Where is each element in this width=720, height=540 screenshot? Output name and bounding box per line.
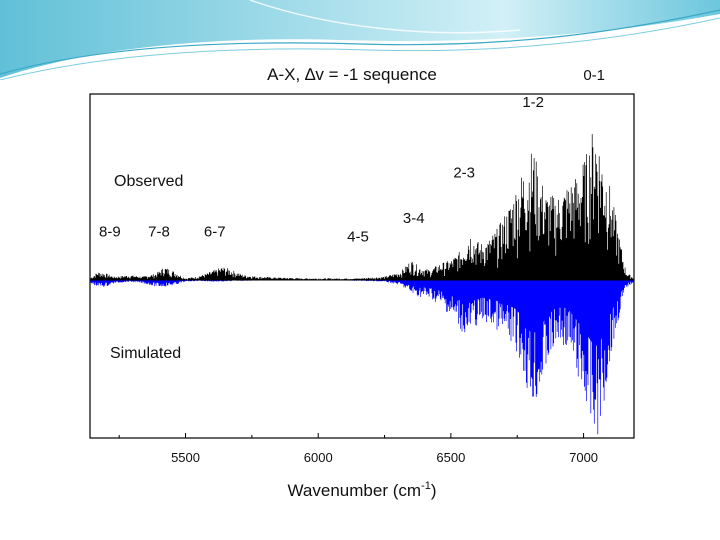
observed-label: Observed xyxy=(114,173,183,190)
x-tick-label-7000: 7000 xyxy=(569,450,598,465)
x-axis-label-tail: ) xyxy=(431,481,437,500)
x-axis-label-main: Wavenumber (cm xyxy=(288,481,422,500)
simulated-label: Simulated xyxy=(110,345,181,362)
band-annotations: 8-9 7-8 6-7 4-5 3-4 2-3 1-2 0-1 xyxy=(99,67,605,245)
x-tick-label-6000: 6000 xyxy=(304,450,333,465)
chart-title: A-X, ∆v = -1 sequence xyxy=(267,65,437,84)
band-label-1-2: 1-2 xyxy=(522,94,544,111)
x-axis: 5500 6000 6500 7000 xyxy=(118,433,598,465)
band-label-3-4: 3-4 xyxy=(403,210,425,227)
band-label-7-8: 7-8 xyxy=(148,223,170,240)
slide-header-decoration xyxy=(0,0,720,80)
band-label-6-7: 6-7 xyxy=(204,223,226,240)
band-label-0-1: 0-1 xyxy=(583,67,605,84)
series-simulated-fill xyxy=(90,280,634,347)
x-tick-label-5500: 5500 xyxy=(171,450,200,465)
x-tick-label-6500: 6500 xyxy=(436,450,465,465)
x-axis-label: Wavenumber (cm-1) xyxy=(288,480,437,500)
x-axis-label-sup: -1 xyxy=(421,480,431,492)
band-label-8-9: 8-9 xyxy=(99,223,121,240)
band-label-2-3: 2-3 xyxy=(453,165,475,182)
band-label-4-5: 4-5 xyxy=(347,228,369,245)
